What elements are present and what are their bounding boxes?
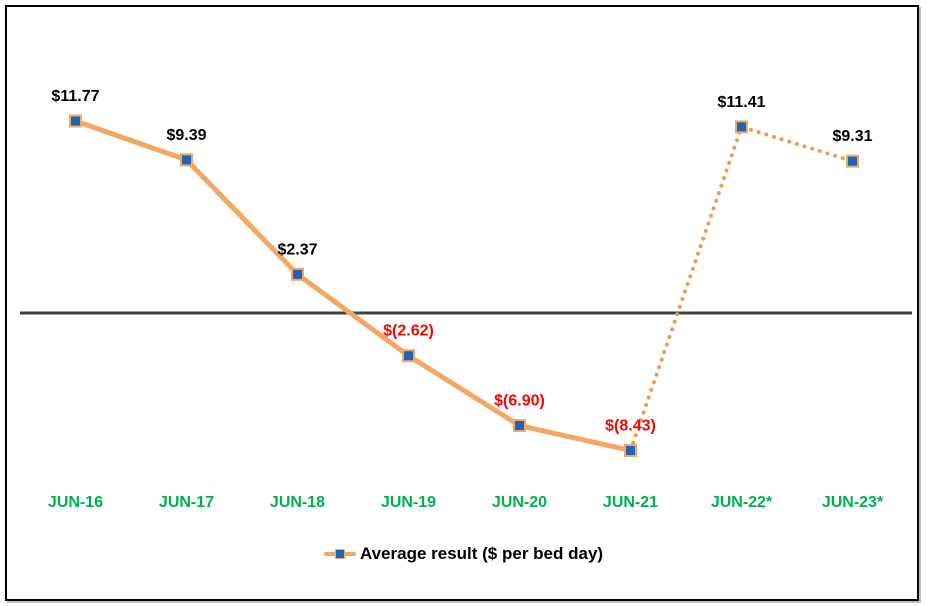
data-point-marker — [291, 267, 304, 281]
x-axis-label: JUN-16 — [48, 494, 103, 511]
data-point-marker — [513, 419, 526, 433]
x-axis-label: JUN-20 — [492, 494, 547, 511]
data-label: $9.39 — [166, 127, 206, 144]
legend-line-marker-icon — [323, 548, 356, 560]
x-axis-label: JUN-19 — [381, 494, 436, 511]
data-point-marker — [846, 154, 859, 168]
legend-label: Average result ($ per bed day) — [359, 544, 604, 563]
data-point-marker — [624, 443, 637, 457]
legend-marker-icon — [334, 549, 345, 559]
data-label: $11.41 — [717, 94, 765, 111]
data-label: $2.37 — [277, 241, 317, 258]
data-point-marker — [402, 349, 415, 363]
x-axis-label: JUN-22* — [711, 494, 773, 511]
data-label: $11.77 — [51, 88, 99, 105]
x-axis-label: JUN-18 — [270, 494, 325, 511]
x-axis-label: JUN-23* — [822, 494, 884, 511]
data-label: $(8.43) — [605, 417, 656, 434]
data-point-marker — [69, 114, 82, 128]
series-line-actual — [73, 118, 633, 453]
x-axis-label: JUN-17 — [159, 494, 214, 511]
x-axis-label: JUN-21 — [603, 494, 658, 511]
series-line-projected — [628, 124, 855, 453]
data-label: $(2.62) — [383, 323, 434, 340]
data-label: $9.31 — [832, 128, 872, 145]
data-point-marker — [180, 153, 193, 167]
legend: Average result ($ per bed day) — [0, 541, 927, 567]
data-label: $(6.90) — [494, 393, 545, 410]
data-point-marker — [735, 120, 748, 134]
chart-frame — [5, 5, 919, 601]
